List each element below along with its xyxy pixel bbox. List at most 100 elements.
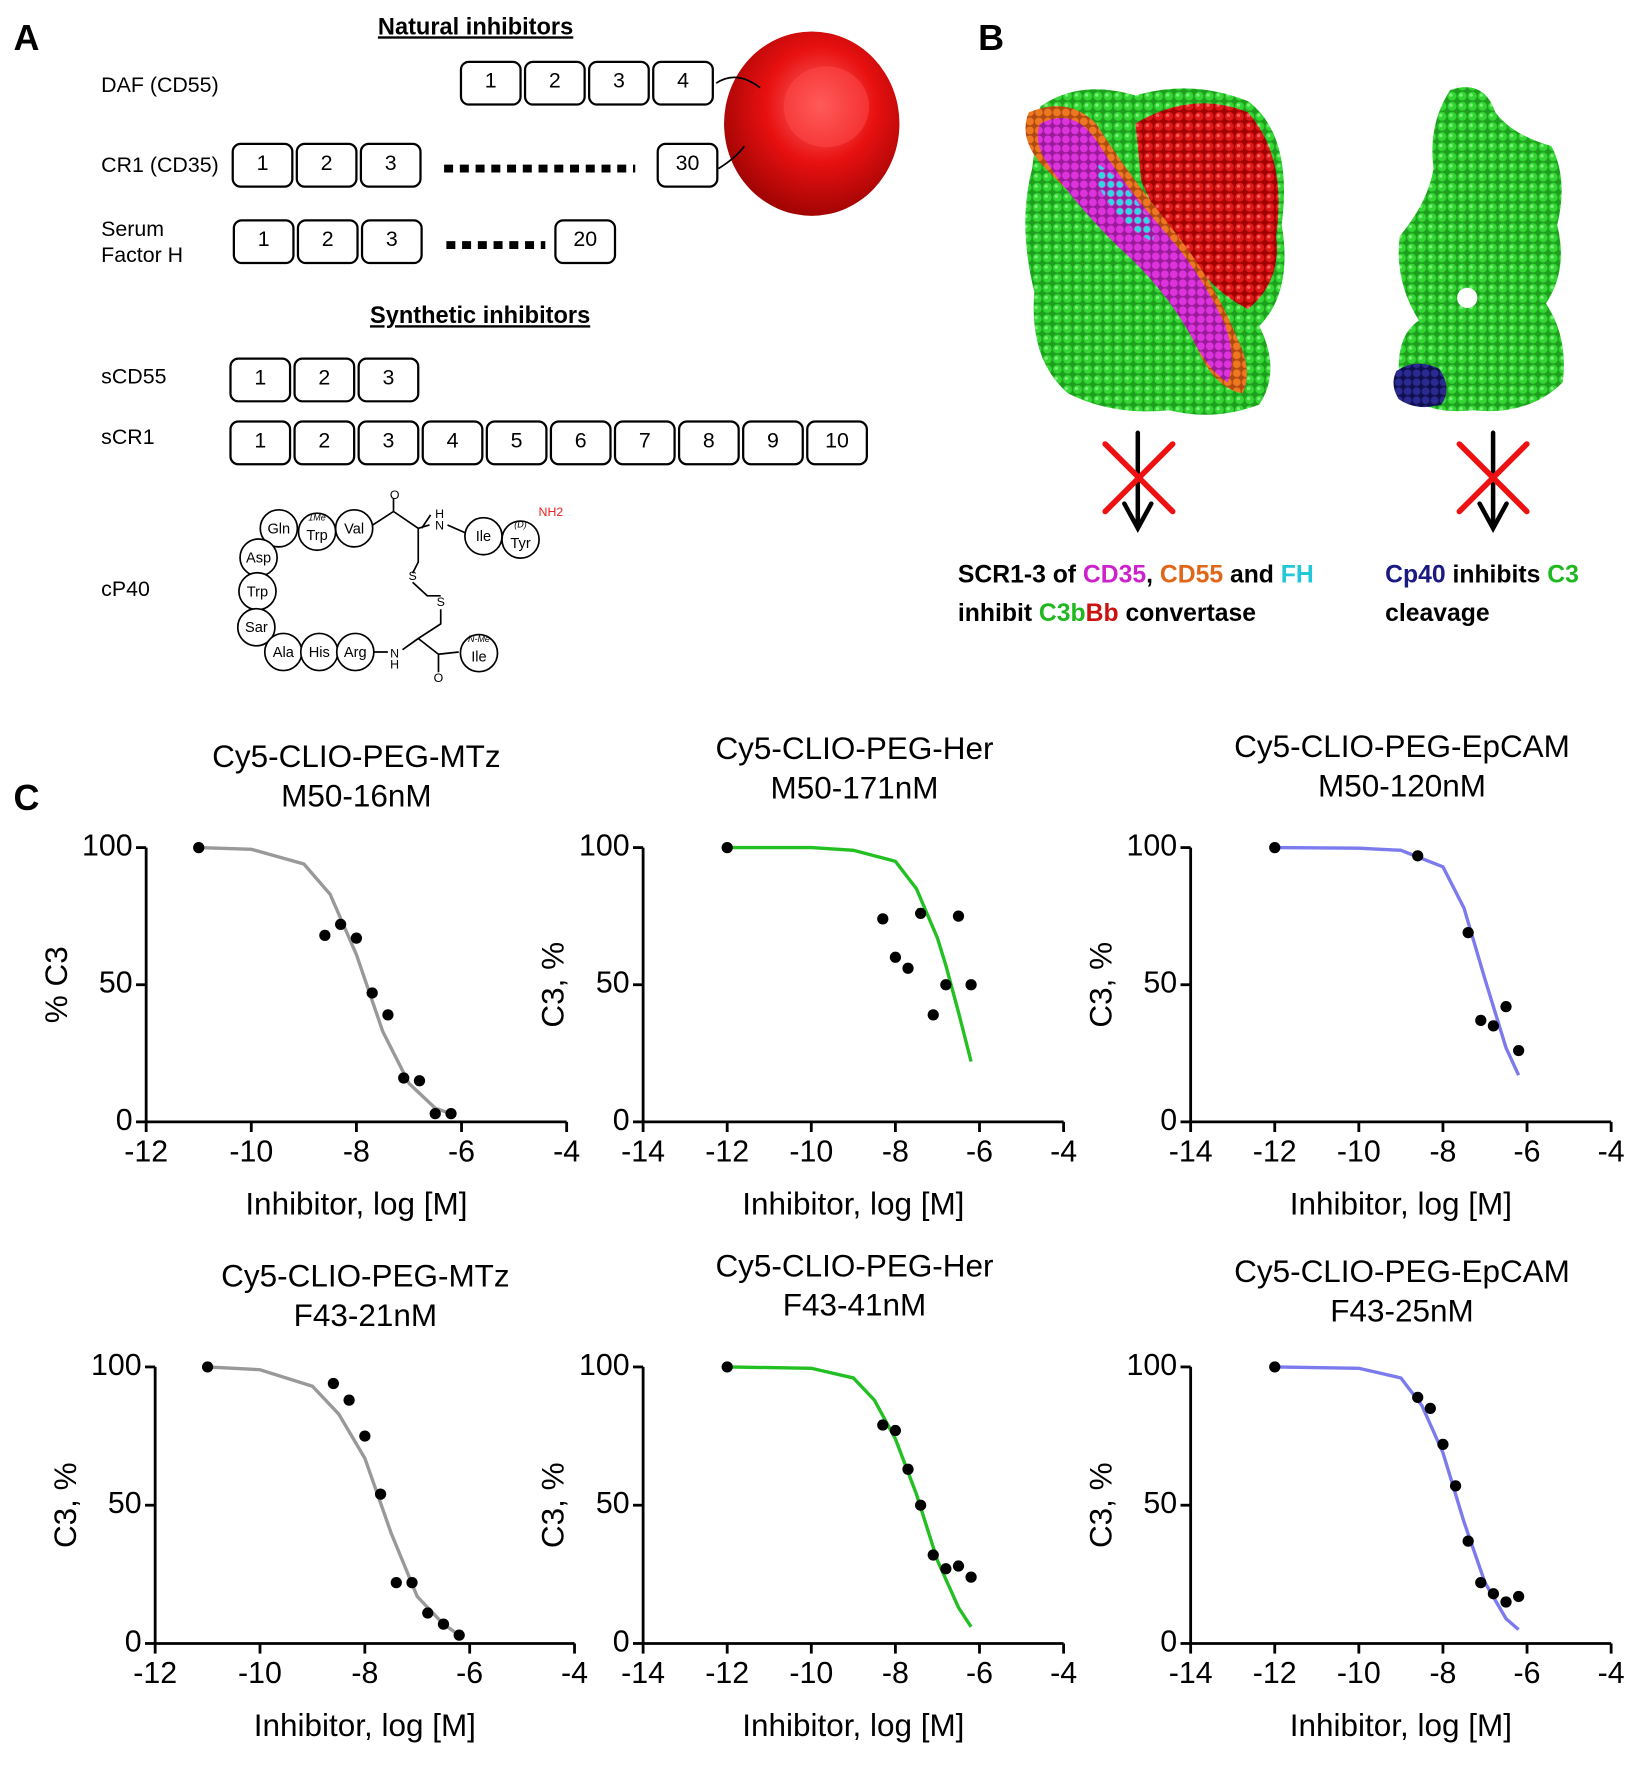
chart-subtitle: M50-16nM [281, 778, 431, 813]
residue-modifier: (D) [514, 519, 526, 529]
caption-segment: C3 [1547, 561, 1579, 588]
caption-segment: SCR1-3 of [958, 561, 1083, 588]
x-tick-label: -14 [1169, 1657, 1213, 1690]
domain-box [357, 357, 420, 403]
data-point [915, 1499, 927, 1511]
y-tick-label: 0 [125, 1625, 142, 1658]
y-tick-label: 100 [579, 1349, 630, 1382]
domain-number: 1 [258, 227, 270, 251]
chart-title: Cy5-CLIO-PEG-Her [715, 1248, 993, 1283]
domain-number: 2 [322, 227, 334, 251]
domain-box [231, 142, 294, 188]
atom: N [435, 518, 444, 532]
caption: Cp40 inhibits C3 [1385, 561, 1579, 588]
data-point [927, 1009, 939, 1021]
x-tick-label: -8 [343, 1135, 370, 1168]
data-point [965, 979, 977, 991]
chart-subtitle: F43-21nM [294, 1298, 437, 1333]
x-tick-label: -8 [351, 1657, 378, 1690]
domain-box [229, 420, 292, 466]
caption: SCR1-3 of CD35, CD55 and FH [958, 561, 1314, 588]
data-point [1475, 1577, 1487, 1589]
residue-name: Sar [245, 620, 268, 636]
residue-name: Ile [476, 529, 491, 545]
residue-circle [459, 633, 499, 673]
x-tick-label: -8 [882, 1657, 909, 1690]
domain-number: 1 [485, 69, 497, 93]
x-axis-label: Inhibitor, log [M] [742, 1187, 964, 1222]
data-point [1424, 1402, 1436, 1415]
y-tick-label: 100 [82, 830, 133, 863]
caption-segment: and [1223, 561, 1281, 588]
x-tick-label: -14 [621, 1657, 665, 1690]
caption-segment: Bb [1086, 599, 1119, 626]
x-tick-label: -6 [448, 1135, 475, 1168]
inhibitor-name: sCR1 [101, 425, 154, 449]
x-axis-label: Inhibitor, log [M] [1290, 1187, 1512, 1222]
data-point [1513, 1590, 1525, 1603]
domain-box [293, 420, 356, 466]
caption-segment: , [1146, 561, 1160, 588]
domain-box [359, 142, 422, 188]
data-point [1412, 1391, 1424, 1403]
residue-circle [334, 508, 374, 548]
y-axis-label: C3, % [1083, 942, 1118, 1028]
domain-box [296, 219, 359, 265]
inhibitor-name: Factor H [101, 243, 183, 267]
y-tick-label: 100 [1127, 1349, 1178, 1382]
domain-box [421, 420, 484, 466]
y-tick-label: 50 [1143, 967, 1177, 1000]
x-tick-label: -14 [1169, 1135, 1213, 1168]
x-tick-label: -4 [1598, 1135, 1625, 1168]
caption: inhibit C3bBb convertase [958, 599, 1256, 626]
domain-box [293, 357, 356, 403]
domain-box [229, 357, 292, 403]
domain-number: 3 [383, 365, 395, 389]
x-tick-label: -4 [553, 1135, 580, 1168]
y-tick-label: 50 [99, 967, 133, 1000]
residue-circle [501, 520, 540, 559]
domain-box [357, 420, 420, 466]
atom: S [437, 595, 445, 609]
domain-box [652, 60, 714, 106]
inhibitor-name: CR1 (CD35) [101, 153, 219, 177]
inhibition-arrows [1102, 430, 1530, 534]
data-point [445, 1108, 457, 1120]
x-tick-label: -6 [1514, 1135, 1541, 1168]
caption-segment: FH [1281, 561, 1314, 588]
domain-box [656, 142, 719, 188]
inhibitor-name: cP40 [101, 577, 150, 601]
data-point [335, 918, 347, 931]
residue-name: Trp [247, 584, 268, 600]
panel-label: A [13, 17, 39, 58]
chart-title: Cy5-CLIO-PEG-Her [715, 731, 993, 766]
domain-box [232, 219, 295, 265]
y-tick-label: 50 [1143, 1487, 1177, 1520]
x-tick-label: -12 [705, 1657, 749, 1690]
domain-number: 20 [573, 227, 597, 251]
caption-segment: cleavage [1385, 599, 1489, 626]
data-point [437, 1618, 450, 1630]
y-tick-label: 0 [1160, 1625, 1177, 1658]
data-point [1513, 1044, 1525, 1057]
red-blood-cell-highlight [783, 66, 870, 148]
data-point [927, 1549, 939, 1561]
data-point [343, 1394, 355, 1406]
structure-left [1025, 88, 1285, 415]
data-point [1500, 1596, 1512, 1608]
data-point [1487, 1020, 1500, 1032]
domain-number: 2 [549, 69, 561, 93]
fit-curve [207, 1365, 461, 1637]
atom: H [435, 507, 444, 521]
data-point [889, 1424, 902, 1437]
data-point [965, 1571, 977, 1583]
residue-name: His [309, 645, 330, 661]
caption-segment: inhibits [1446, 561, 1548, 588]
y-axis-label: C3, % [536, 942, 571, 1028]
x-tick-label: -6 [966, 1135, 993, 1168]
x-axis-label: Inhibitor, log [M] [742, 1708, 964, 1743]
data-point [366, 987, 378, 999]
data-point [721, 1361, 733, 1373]
x-tick-label: -10 [1337, 1657, 1381, 1690]
